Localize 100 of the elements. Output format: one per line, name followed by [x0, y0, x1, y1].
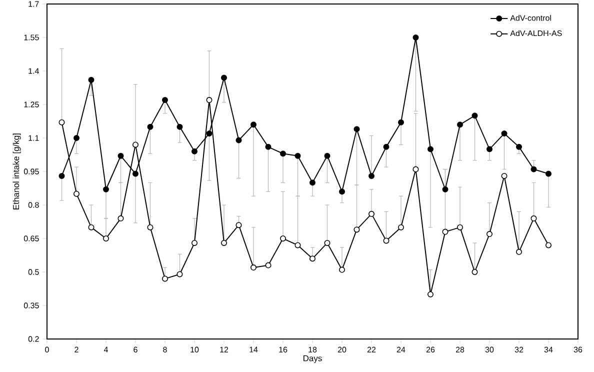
point — [250, 122, 256, 128]
point — [428, 291, 434, 298]
x-tick-label: 14 — [250, 346, 258, 352]
point — [383, 144, 390, 150]
x-tick-label: 36 — [574, 346, 582, 352]
point — [354, 126, 360, 132]
x-tick-label: 10 — [190, 346, 199, 352]
y-tick-label: 1.1 — [28, 135, 39, 141]
point — [428, 146, 434, 152]
point — [501, 130, 508, 137]
point — [324, 240, 330, 246]
point — [192, 240, 198, 246]
x-axis-title: Days — [304, 355, 322, 363]
x-tick-label: 34 — [544, 346, 553, 352]
point — [265, 144, 272, 150]
legend-label: AdV-control — [510, 14, 551, 21]
x-tick-label: 26 — [426, 346, 435, 352]
point — [103, 186, 109, 192]
point — [206, 130, 212, 137]
point — [442, 228, 448, 235]
point — [472, 269, 478, 275]
point — [398, 224, 404, 230]
point — [176, 271, 183, 278]
point — [310, 180, 316, 186]
point — [501, 172, 508, 179]
point — [236, 222, 242, 228]
x-tick-label: 8 — [163, 346, 167, 352]
x-tick-label: 2 — [74, 346, 78, 352]
point — [132, 170, 138, 177]
y-tick-label: 1.55 — [24, 34, 39, 40]
point — [118, 152, 124, 159]
point — [546, 170, 552, 177]
y-tick-label: 0.95 — [24, 168, 39, 174]
y-tick-label: 0.5 — [28, 269, 39, 275]
point — [457, 122, 464, 128]
point — [176, 124, 183, 130]
point — [294, 242, 301, 248]
x-tick-label: 22 — [367, 346, 376, 352]
point — [221, 74, 227, 81]
point — [221, 240, 227, 246]
point — [486, 146, 493, 152]
point — [192, 148, 198, 154]
point — [147, 124, 154, 130]
point — [383, 238, 390, 244]
y-tick-label: 0.35 — [24, 302, 39, 308]
x-tick-label: 28 — [456, 346, 464, 352]
legend-label: AdV-ALDH-AS — [510, 30, 562, 36]
point — [74, 190, 80, 197]
point — [58, 172, 65, 179]
point — [368, 210, 375, 217]
x-tick-label: 6 — [134, 346, 138, 352]
y-tick-label: 0.2 — [28, 336, 39, 342]
point — [280, 236, 286, 242]
point — [74, 135, 80, 141]
point — [546, 242, 552, 248]
point — [206, 97, 212, 104]
point — [398, 119, 404, 126]
point — [58, 119, 65, 126]
point — [310, 256, 316, 262]
point — [530, 166, 537, 172]
point — [442, 186, 448, 192]
x-tick-label: 20 — [338, 346, 346, 352]
point — [265, 262, 272, 268]
x-tick-label: 18 — [308, 346, 317, 352]
x-tick-label: 30 — [485, 346, 494, 352]
point — [88, 224, 94, 230]
point — [472, 112, 478, 119]
point — [486, 231, 493, 238]
point — [324, 152, 330, 159]
x-tick-label: 32 — [514, 346, 524, 352]
point — [457, 224, 464, 230]
x-tick-label: 24 — [396, 346, 406, 352]
point — [339, 188, 346, 195]
point — [294, 152, 301, 159]
point — [118, 215, 124, 222]
point — [162, 276, 168, 282]
y-tick-label: 0.65 — [24, 236, 39, 242]
x-tick-label: 16 — [279, 346, 288, 352]
point — [236, 137, 242, 144]
point — [412, 34, 419, 40]
point — [368, 172, 375, 179]
point — [280, 150, 286, 157]
point — [354, 226, 360, 233]
x-tick-label: 4 — [104, 346, 108, 352]
point — [88, 76, 94, 83]
point — [516, 144, 522, 150]
y-tick-label: 1.4 — [28, 68, 39, 74]
y-tick-label: 1.25 — [24, 102, 39, 108]
point — [103, 236, 109, 242]
y-axis-title: Ethanol intake [g/kg] — [12, 134, 21, 210]
point — [530, 215, 537, 222]
point — [132, 142, 138, 148]
point — [250, 264, 256, 271]
point — [147, 224, 154, 230]
y-tick-label: 0.8 — [28, 202, 39, 208]
point — [339, 266, 346, 273]
x-tick-label: 12 — [220, 346, 228, 352]
y-tick-label: 1.7 — [28, 1, 39, 7]
x-tick-label: 0 — [45, 346, 49, 352]
point — [516, 248, 522, 255]
